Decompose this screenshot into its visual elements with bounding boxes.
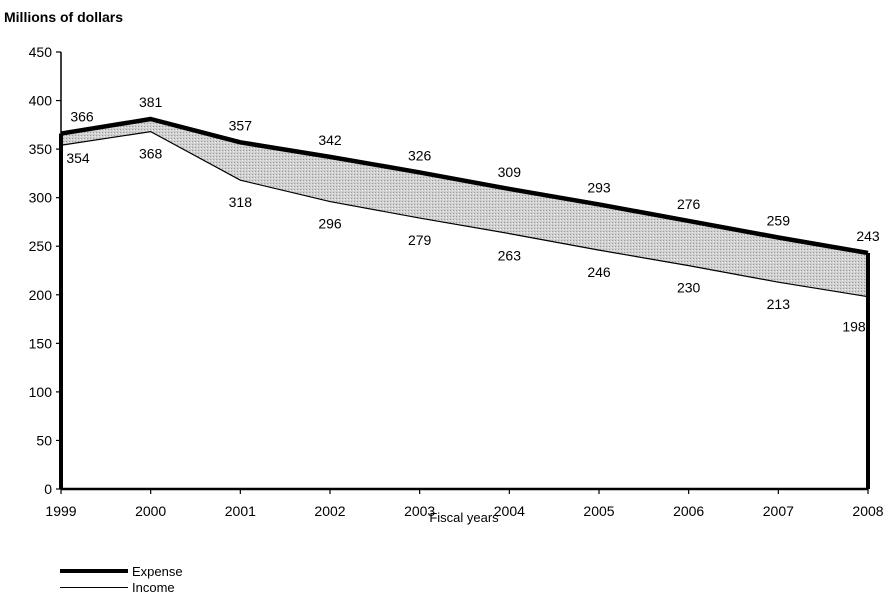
expense-data-label: 342 bbox=[318, 132, 342, 148]
y-tick-label: 400 bbox=[29, 93, 53, 109]
shaded-gap-area bbox=[61, 119, 868, 297]
y-tick-label: 350 bbox=[29, 141, 53, 157]
income-data-label: 246 bbox=[587, 264, 611, 280]
expense-data-label: 309 bbox=[498, 164, 522, 180]
x-tick-label: 2002 bbox=[314, 503, 345, 519]
income-data-label: 318 bbox=[229, 194, 253, 210]
income-data-label: 213 bbox=[767, 296, 791, 312]
expense-data-label: 293 bbox=[587, 179, 611, 195]
income-data-label: 263 bbox=[498, 248, 522, 264]
series-lines-layer bbox=[59, 116, 870, 489]
expense-data-label: 276 bbox=[677, 196, 701, 212]
legend-swatch-expense bbox=[60, 569, 128, 573]
x-tick-label: 2006 bbox=[673, 503, 704, 519]
income-data-label: 354 bbox=[66, 150, 90, 166]
y-tick-label: 50 bbox=[36, 432, 52, 448]
legend-label-income: Income bbox=[132, 579, 175, 595]
y-tick-label: 100 bbox=[29, 384, 53, 400]
expense-data-label: 259 bbox=[767, 212, 791, 228]
expense-data-label: 381 bbox=[139, 94, 163, 110]
y-tick-label: 0 bbox=[44, 481, 52, 497]
x-tick-label: 2007 bbox=[763, 503, 794, 519]
legend-item-expense: Expense bbox=[60, 563, 183, 579]
expense-data-label: 366 bbox=[70, 109, 94, 125]
income-data-label: 279 bbox=[408, 232, 432, 248]
income-data-label: 296 bbox=[318, 216, 342, 232]
x-tick-label: 2003 bbox=[404, 503, 435, 519]
y-tick-label: 300 bbox=[29, 190, 53, 206]
y-tick-label: 200 bbox=[29, 287, 53, 303]
y-tick-label: 250 bbox=[29, 238, 53, 254]
x-tick-label: 2004 bbox=[494, 503, 525, 519]
x-axis-title: Fiscal years bbox=[429, 510, 499, 525]
income-data-label: 198 bbox=[842, 319, 866, 335]
expense-data-label: 357 bbox=[229, 117, 253, 133]
legend-label-expense: Expense bbox=[132, 563, 183, 579]
legend-swatch-income bbox=[60, 586, 128, 588]
income-data-label: 368 bbox=[139, 146, 163, 162]
x-tick-label: 2000 bbox=[135, 503, 166, 519]
x-tick-label: 2005 bbox=[583, 503, 614, 519]
y-axis-title: Millions of dollars bbox=[4, 9, 123, 25]
data-labels-layer: 366 381 357 342 326 309 293 276 259 243 354 368 318 2… bbox=[66, 94, 880, 335]
expense-data-label: 243 bbox=[856, 228, 880, 244]
shaded-gap-layer bbox=[61, 119, 868, 297]
expense-line bbox=[60, 116, 869, 256]
income-data-label: 230 bbox=[677, 280, 701, 296]
expense-data-label: 326 bbox=[408, 147, 432, 163]
x-tick-label: 1999 bbox=[45, 503, 76, 519]
x-tick-label: 2008 bbox=[852, 503, 883, 519]
legend-item-income: Income bbox=[60, 579, 175, 595]
income-line bbox=[60, 131, 869, 298]
y-tick-label: 450 bbox=[29, 44, 53, 60]
axes-layer: 0 50 100 150 200 250 300 350 400 450 1999 2000 2001 2… bbox=[29, 44, 884, 519]
x-tick-label: 2001 bbox=[225, 503, 256, 519]
y-tick-label: 150 bbox=[29, 335, 53, 351]
